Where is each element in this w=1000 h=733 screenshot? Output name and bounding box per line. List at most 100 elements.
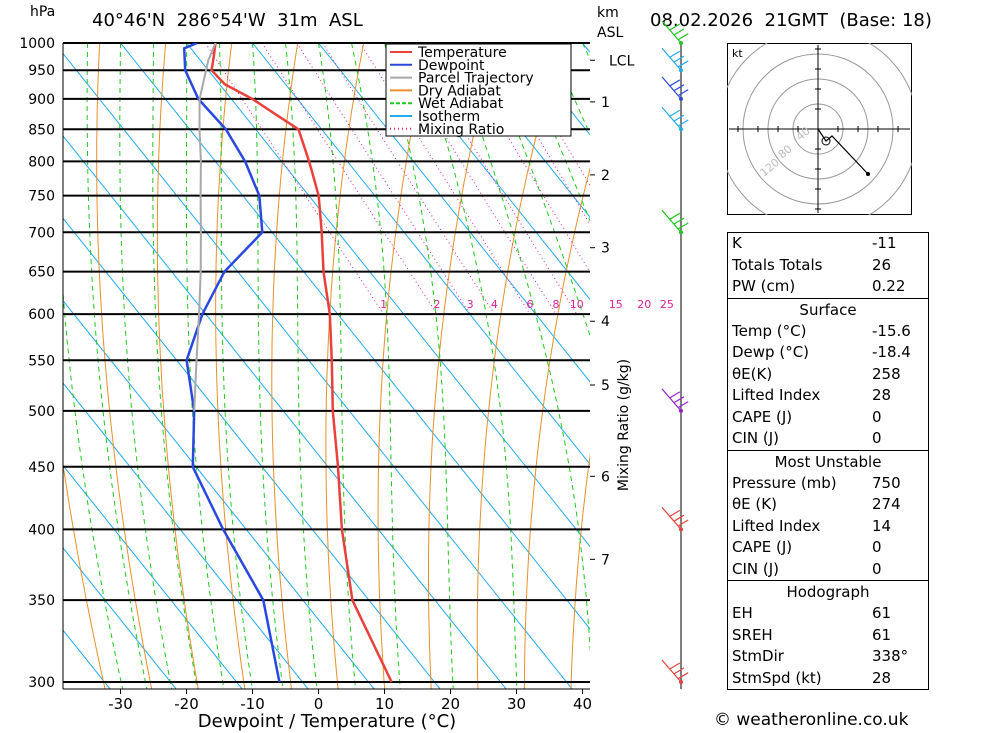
wind-barb-flag (673, 114, 685, 122)
table-row-value: -11 (872, 234, 897, 252)
parcel-trajectory-profile (193, 43, 217, 411)
isotherm-line (63, 547, 177, 689)
km-tick-label: 1 (601, 95, 610, 111)
mixing-ratio-axis-title: Mixing Ratio (g/kg) (616, 359, 632, 491)
mixing-ratio-value-label: 25 (660, 298, 674, 311)
x-tick-label: 40 (573, 695, 592, 713)
legend-label: Dewpoint (418, 58, 485, 74)
table-row-value: 26 (872, 255, 892, 274)
wind-barb-flag (673, 84, 685, 92)
pressure-tick-label: 1000 (19, 36, 55, 52)
table-row: StmDir 338° (728, 646, 928, 668)
wind-barb-flag (673, 514, 685, 522)
wind-barb-flag (669, 109, 681, 117)
x-tick-label: 10 (375, 695, 394, 713)
wet-adiabat-line (384, 43, 454, 689)
wind-barb-flag (677, 672, 689, 680)
hpa-label: hPa (30, 4, 56, 20)
wind-barb-staff (661, 20, 682, 44)
table-row-label: CAPE (J) (732, 407, 793, 426)
pressure-tick-label: 650 (28, 265, 55, 281)
table-row-value: 274 (872, 495, 901, 513)
table-row-value: 0 (872, 559, 882, 578)
pressure-tick-label: 500 (28, 404, 55, 420)
wind-barb (661, 76, 689, 101)
wet-adiabat-line (63, 286, 124, 689)
table-row-label: SREH (732, 625, 773, 644)
isotherm-line (63, 382, 309, 689)
table-row-label: θE(K) (732, 364, 773, 383)
table-row-value: 28 (872, 668, 892, 687)
wind-barb-flag (673, 55, 685, 63)
legend-label: Isotherm (418, 109, 480, 125)
wind-barb (661, 20, 689, 45)
km-tick-label: 4 (601, 314, 610, 330)
surface-header: Surface (799, 300, 857, 319)
x-tick-label: 30 (507, 695, 526, 713)
copyright: © weatheronline.co.uk (714, 710, 909, 730)
pressure-tick-label: 600 (28, 307, 55, 323)
pressure-tick-label: 400 (28, 522, 55, 538)
mixing-ratio-value-label: 2 (434, 298, 441, 311)
dry-adiabat-line (63, 461, 106, 689)
table-row: CIN (J) 0 (728, 428, 928, 450)
table-row: K -11 (728, 233, 928, 255)
table-row-label: StmSpd (kt) (732, 668, 822, 687)
table-row-label: Totals Totals (732, 255, 823, 274)
wind-barb (661, 47, 689, 73)
legend-box (385, 43, 572, 137)
table-row-label: Lifted Index (732, 386, 821, 404)
dry-adiabat-line (523, 167, 590, 689)
dry-adiabat-line (570, 452, 590, 689)
km-label: km (597, 5, 619, 21)
dry-adiabat-line (983, 17, 1000, 719)
most-unstable-header: Most Unstable (774, 452, 882, 471)
mixing-ratio-value-label: 8 (553, 298, 560, 311)
mixing-ratio-value-label: 10 (570, 298, 584, 311)
wind-barb (661, 106, 689, 132)
table-row: StmSpd (kt) 28 (728, 668, 928, 690)
table-row-value: 0.22 (872, 277, 906, 295)
hodograph-unit-label: kt (732, 47, 743, 60)
wind-barb-staff (661, 106, 682, 130)
pressure-tick-label: 850 (28, 122, 55, 138)
table-row: Lifted Index 14 (728, 516, 928, 538)
legend-label: Parcel Trajectory (418, 71, 534, 87)
wind-barb-staff (661, 506, 682, 530)
x-axis-title: Dewpoint / Temperature (°C) (198, 711, 456, 732)
x-tick-label: -20 (174, 695, 199, 713)
km-tick-label: 5 (601, 378, 610, 394)
wind-barb (661, 659, 689, 684)
table-row-label: CIN (J) (732, 429, 780, 447)
table-row-value: 0 (872, 407, 882, 426)
hodograph-header: Hodograph (786, 583, 870, 601)
wind-barb-flag (677, 519, 689, 527)
wet-adiabat-line (351, 43, 401, 689)
legend-label: Temperature (417, 45, 507, 61)
wind-barb-flag (677, 60, 689, 68)
dry-adiabat-line (96, 43, 153, 689)
wind-barb-flag (673, 667, 685, 675)
mixing-ratio-line (409, 43, 578, 315)
mixing-ratio-value-label: 3 (467, 298, 474, 311)
wet-adiabat-line (417, 43, 518, 689)
mixing-ratio-value-label: 4 (491, 298, 498, 311)
table-row-label: Pressure (mb) (732, 473, 837, 492)
table-row-value: 338° (872, 647, 909, 665)
km-tick-label: 2 (601, 168, 610, 184)
table-row: Dewp (°C) -18.4 (728, 342, 928, 364)
pressure-tick-label: 350 (28, 593, 55, 609)
storm-motion-marker (821, 136, 831, 146)
table-row-label: Lifted Index (732, 516, 821, 535)
dewpoint-profile (182, 43, 281, 683)
table-row-label: Dewp (°C) (732, 343, 810, 361)
isotherm-line (63, 52, 573, 689)
wind-barb-staff (661, 47, 682, 71)
table-row-label: PW (cm) (732, 277, 796, 295)
table-row-value: 0 (872, 538, 882, 556)
legend-label: Dry Adiabat (418, 83, 501, 99)
table-row-value: 258 (872, 364, 901, 383)
x-tick-label: -30 (108, 695, 133, 713)
isotherm-line (63, 629, 111, 689)
